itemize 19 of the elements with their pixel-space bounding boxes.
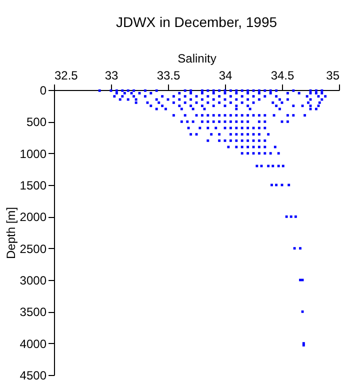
y-tick-label: 0	[40, 84, 47, 98]
x-tick-label: 33.5	[156, 68, 180, 82]
x-tick-label: 34.5	[270, 68, 294, 82]
x-axis-title: Salinity	[178, 52, 216, 66]
y-tick-label: 1000	[20, 146, 47, 161]
y-tick-label: 3000	[20, 274, 47, 288]
y-tick-label: 4500	[20, 368, 47, 382]
chart-title: JDWX in December, 1995	[116, 14, 278, 30]
y-tick-label: 500	[26, 115, 47, 130]
x-tick-label: 34	[218, 68, 232, 82]
y-tick-label: 1500	[20, 178, 47, 192]
y-tick-label: 2000	[20, 210, 47, 224]
y-tick-label: 2500	[20, 242, 47, 256]
x-tick-label: 33	[104, 68, 118, 82]
y-tick-label: 3500	[20, 305, 47, 320]
x-tick-label: 32.5	[54, 68, 78, 82]
y-axis-title: Depth [m]	[4, 206, 18, 260]
y-tick-label: 4000	[20, 336, 47, 351]
x-tick-label: 35	[326, 68, 340, 82]
